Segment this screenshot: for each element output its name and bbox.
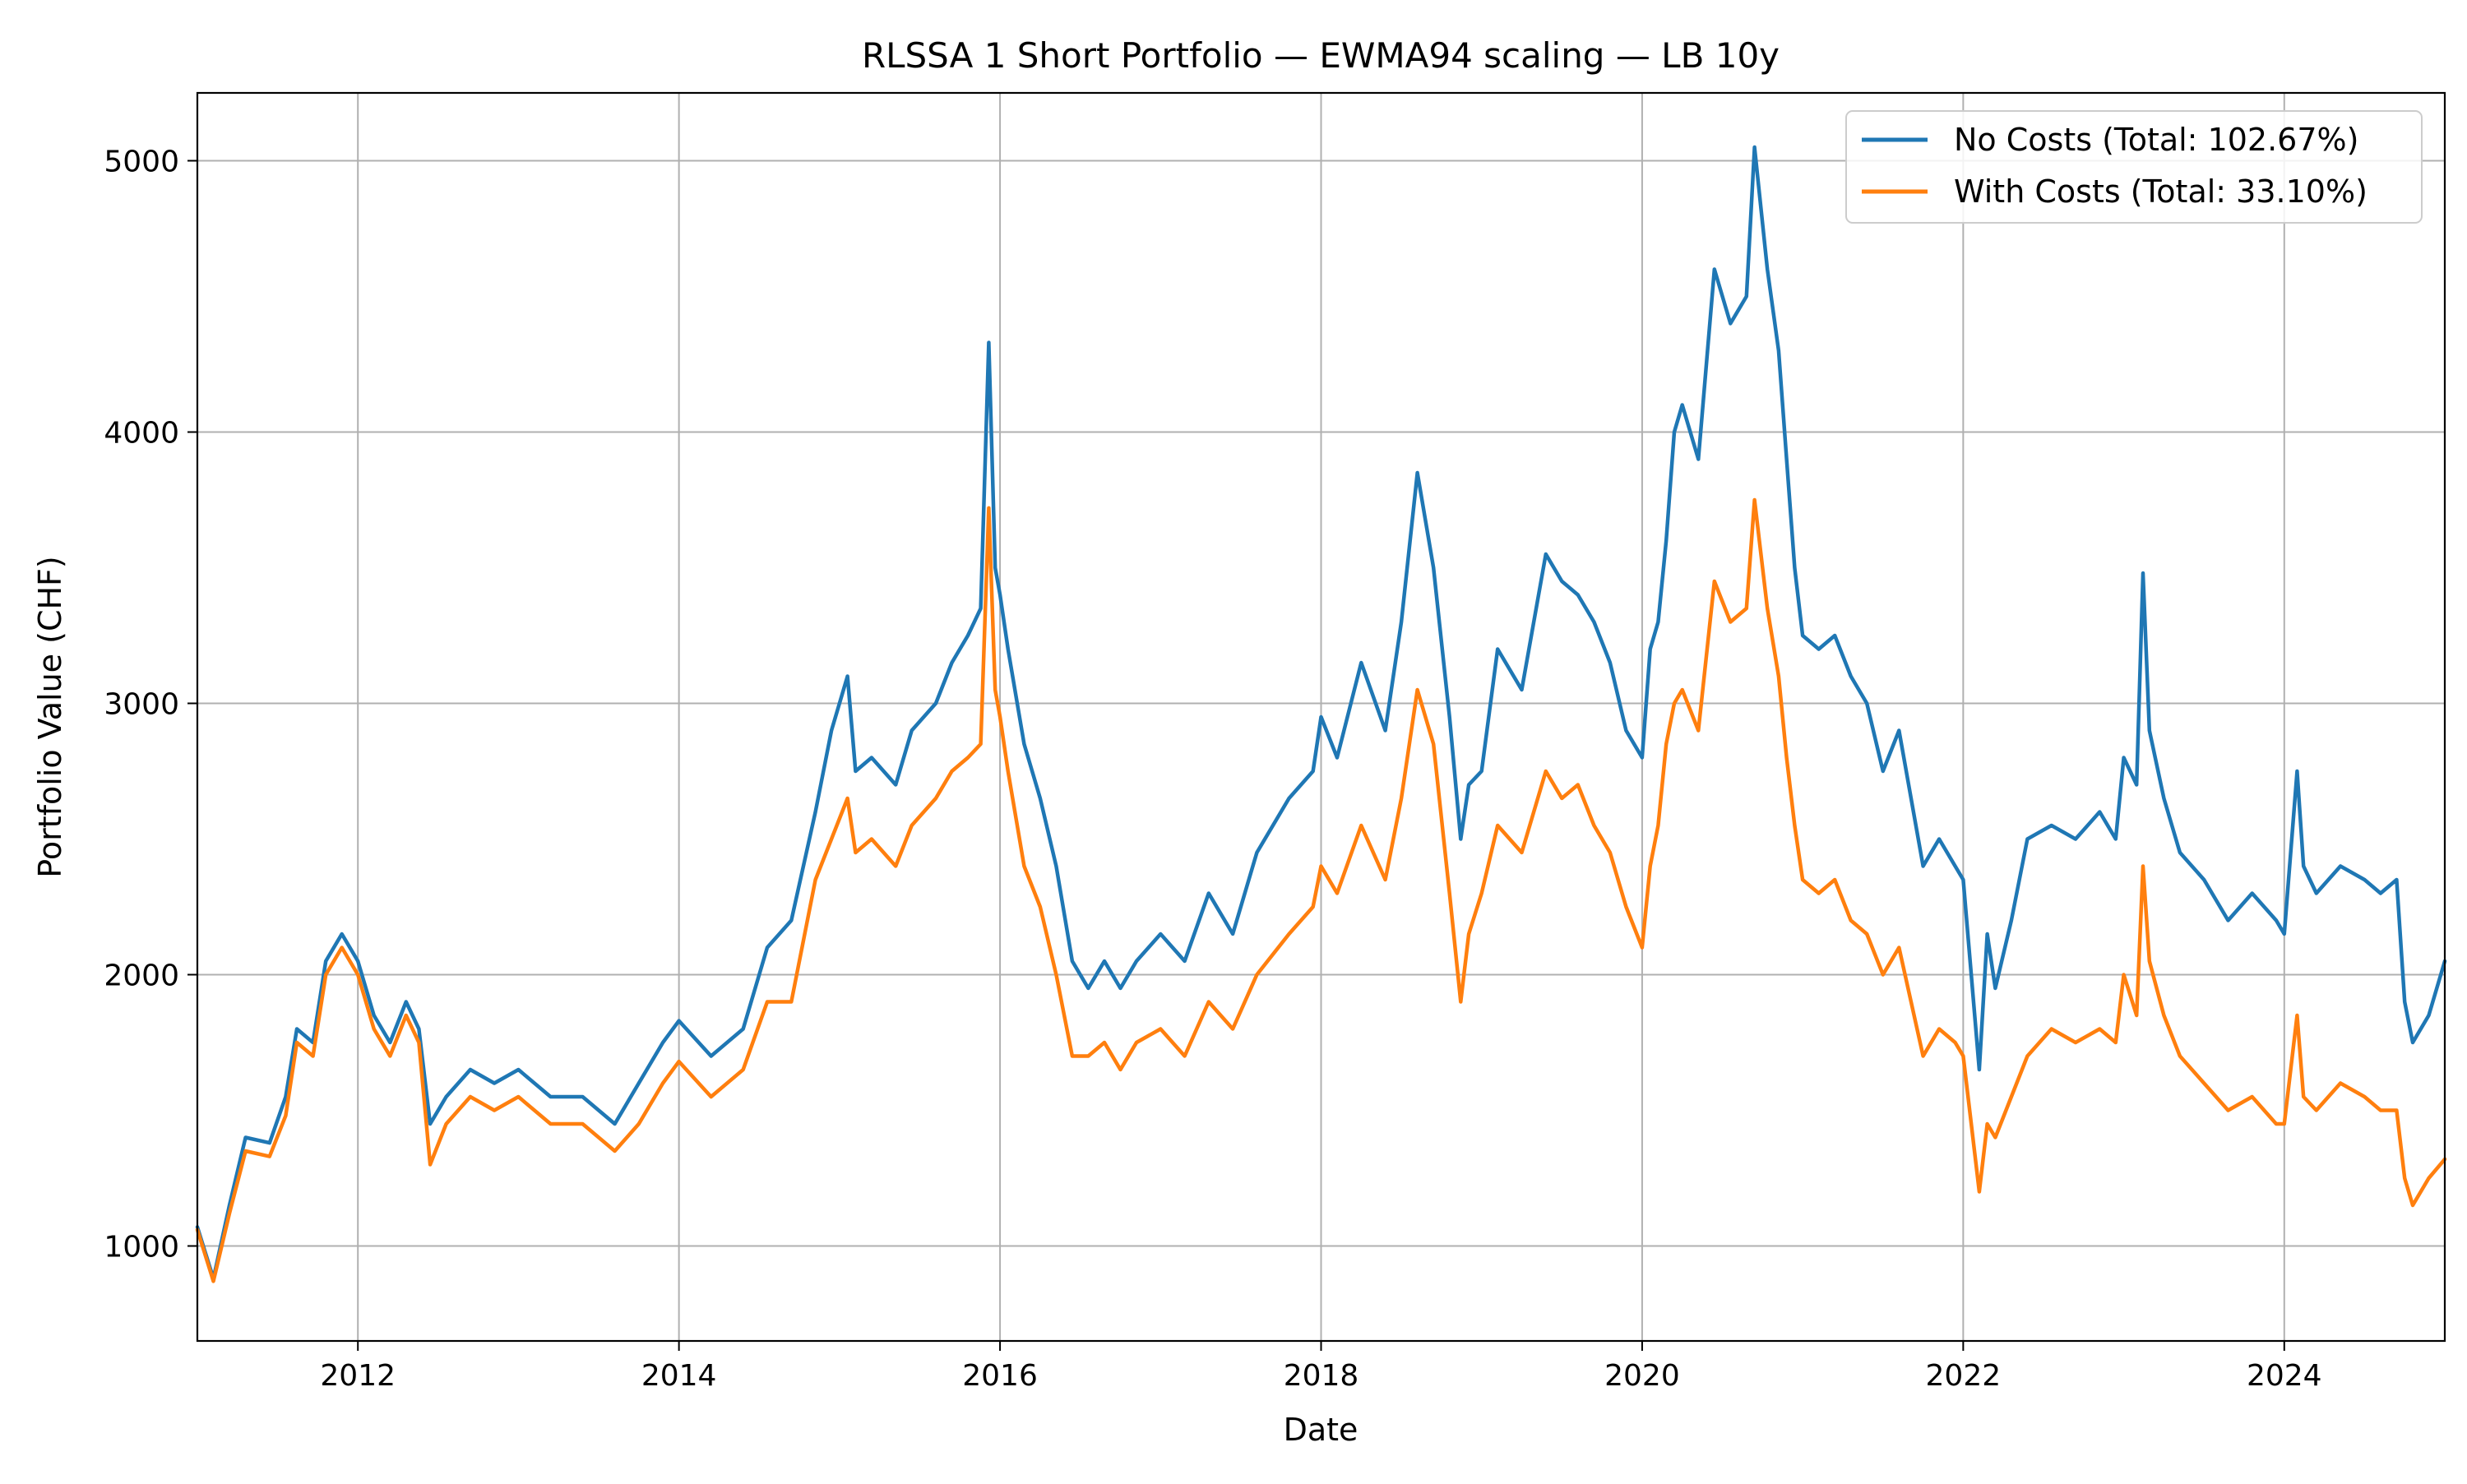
tick-layer: 2012 2014 2016 2018 2020 2022 2024 1000 2000 3000… (104, 146, 2321, 1394)
series-line-with-costs (195, 497, 2447, 1283)
y-tick-label-2000: 2000 (104, 959, 179, 993)
chart-title: RLSSA 1 Short Portfolio — EWMA94 scaling… (862, 35, 1780, 76)
series-layer (195, 145, 2447, 1283)
x-tick-label-2012: 2012 (320, 1359, 396, 1393)
legend: No Costs (Total: 102.67%) With Costs (To… (1845, 110, 2423, 224)
x-tick-label-2020: 2020 (1604, 1359, 1680, 1393)
legend-label-with-costs: With Costs (Total: 33.10%) (1954, 173, 2367, 210)
y-tick-label-5000: 5000 (104, 146, 179, 179)
x-axis-label: Date (1284, 1412, 1358, 1448)
y-tick-label-3000: 3000 (104, 688, 179, 722)
series-line-no-costs (195, 145, 2447, 1281)
x-tick-label-2024: 2024 (2247, 1359, 2322, 1393)
x-tick-label-2014: 2014 (641, 1359, 717, 1393)
y-tick-label-4000: 4000 (104, 417, 179, 451)
legend-box (1845, 110, 2423, 224)
y-axis-label: Portfolio Value (CHF) (32, 556, 68, 877)
y-tick-label-1000: 1000 (104, 1231, 179, 1264)
x-tick-label-2016: 2016 (962, 1359, 1038, 1393)
legend-label-no-costs: No Costs (Total: 102.67%) (1954, 122, 2358, 158)
x-tick-label-2022: 2022 (1926, 1359, 2002, 1393)
x-tick-label-2018: 2018 (1284, 1359, 1359, 1393)
